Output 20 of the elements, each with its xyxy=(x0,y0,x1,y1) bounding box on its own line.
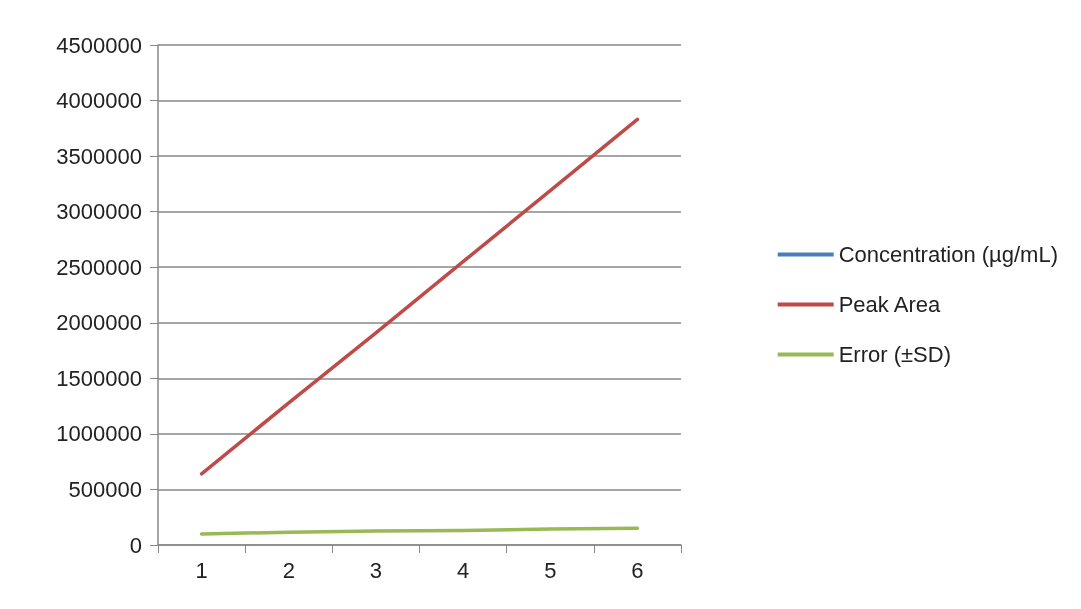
y-tick-label: 500000 xyxy=(68,476,142,502)
x-tick-label: 2 xyxy=(282,557,295,583)
legend-label: Error (±SD) xyxy=(838,342,951,367)
x-tick-label: 1 xyxy=(195,557,208,583)
y-tick-label: 3500000 xyxy=(56,143,142,169)
x-tick-label: 4 xyxy=(456,557,470,583)
y-tick-label: 1500000 xyxy=(56,365,142,391)
x-tick-label: 6 xyxy=(631,557,644,583)
y-tick-label: 4000000 xyxy=(56,88,142,114)
line-series xyxy=(199,117,640,476)
legend-label: Concentration (µg/mL) xyxy=(838,242,1058,267)
y-tick-label: 1000000 xyxy=(56,421,142,447)
y-tick-label: 2000000 xyxy=(56,310,142,336)
legend-label: Peak Area xyxy=(838,292,941,317)
y-tick-label: 0 xyxy=(129,532,142,558)
y-tick-label: 2500000 xyxy=(56,254,142,280)
x-tick-label: 3 xyxy=(369,557,383,583)
x-tick-label: 5 xyxy=(544,557,557,583)
y-tick-label: 3000000 xyxy=(56,199,142,225)
y-tick-label: 4500000 xyxy=(56,32,142,58)
